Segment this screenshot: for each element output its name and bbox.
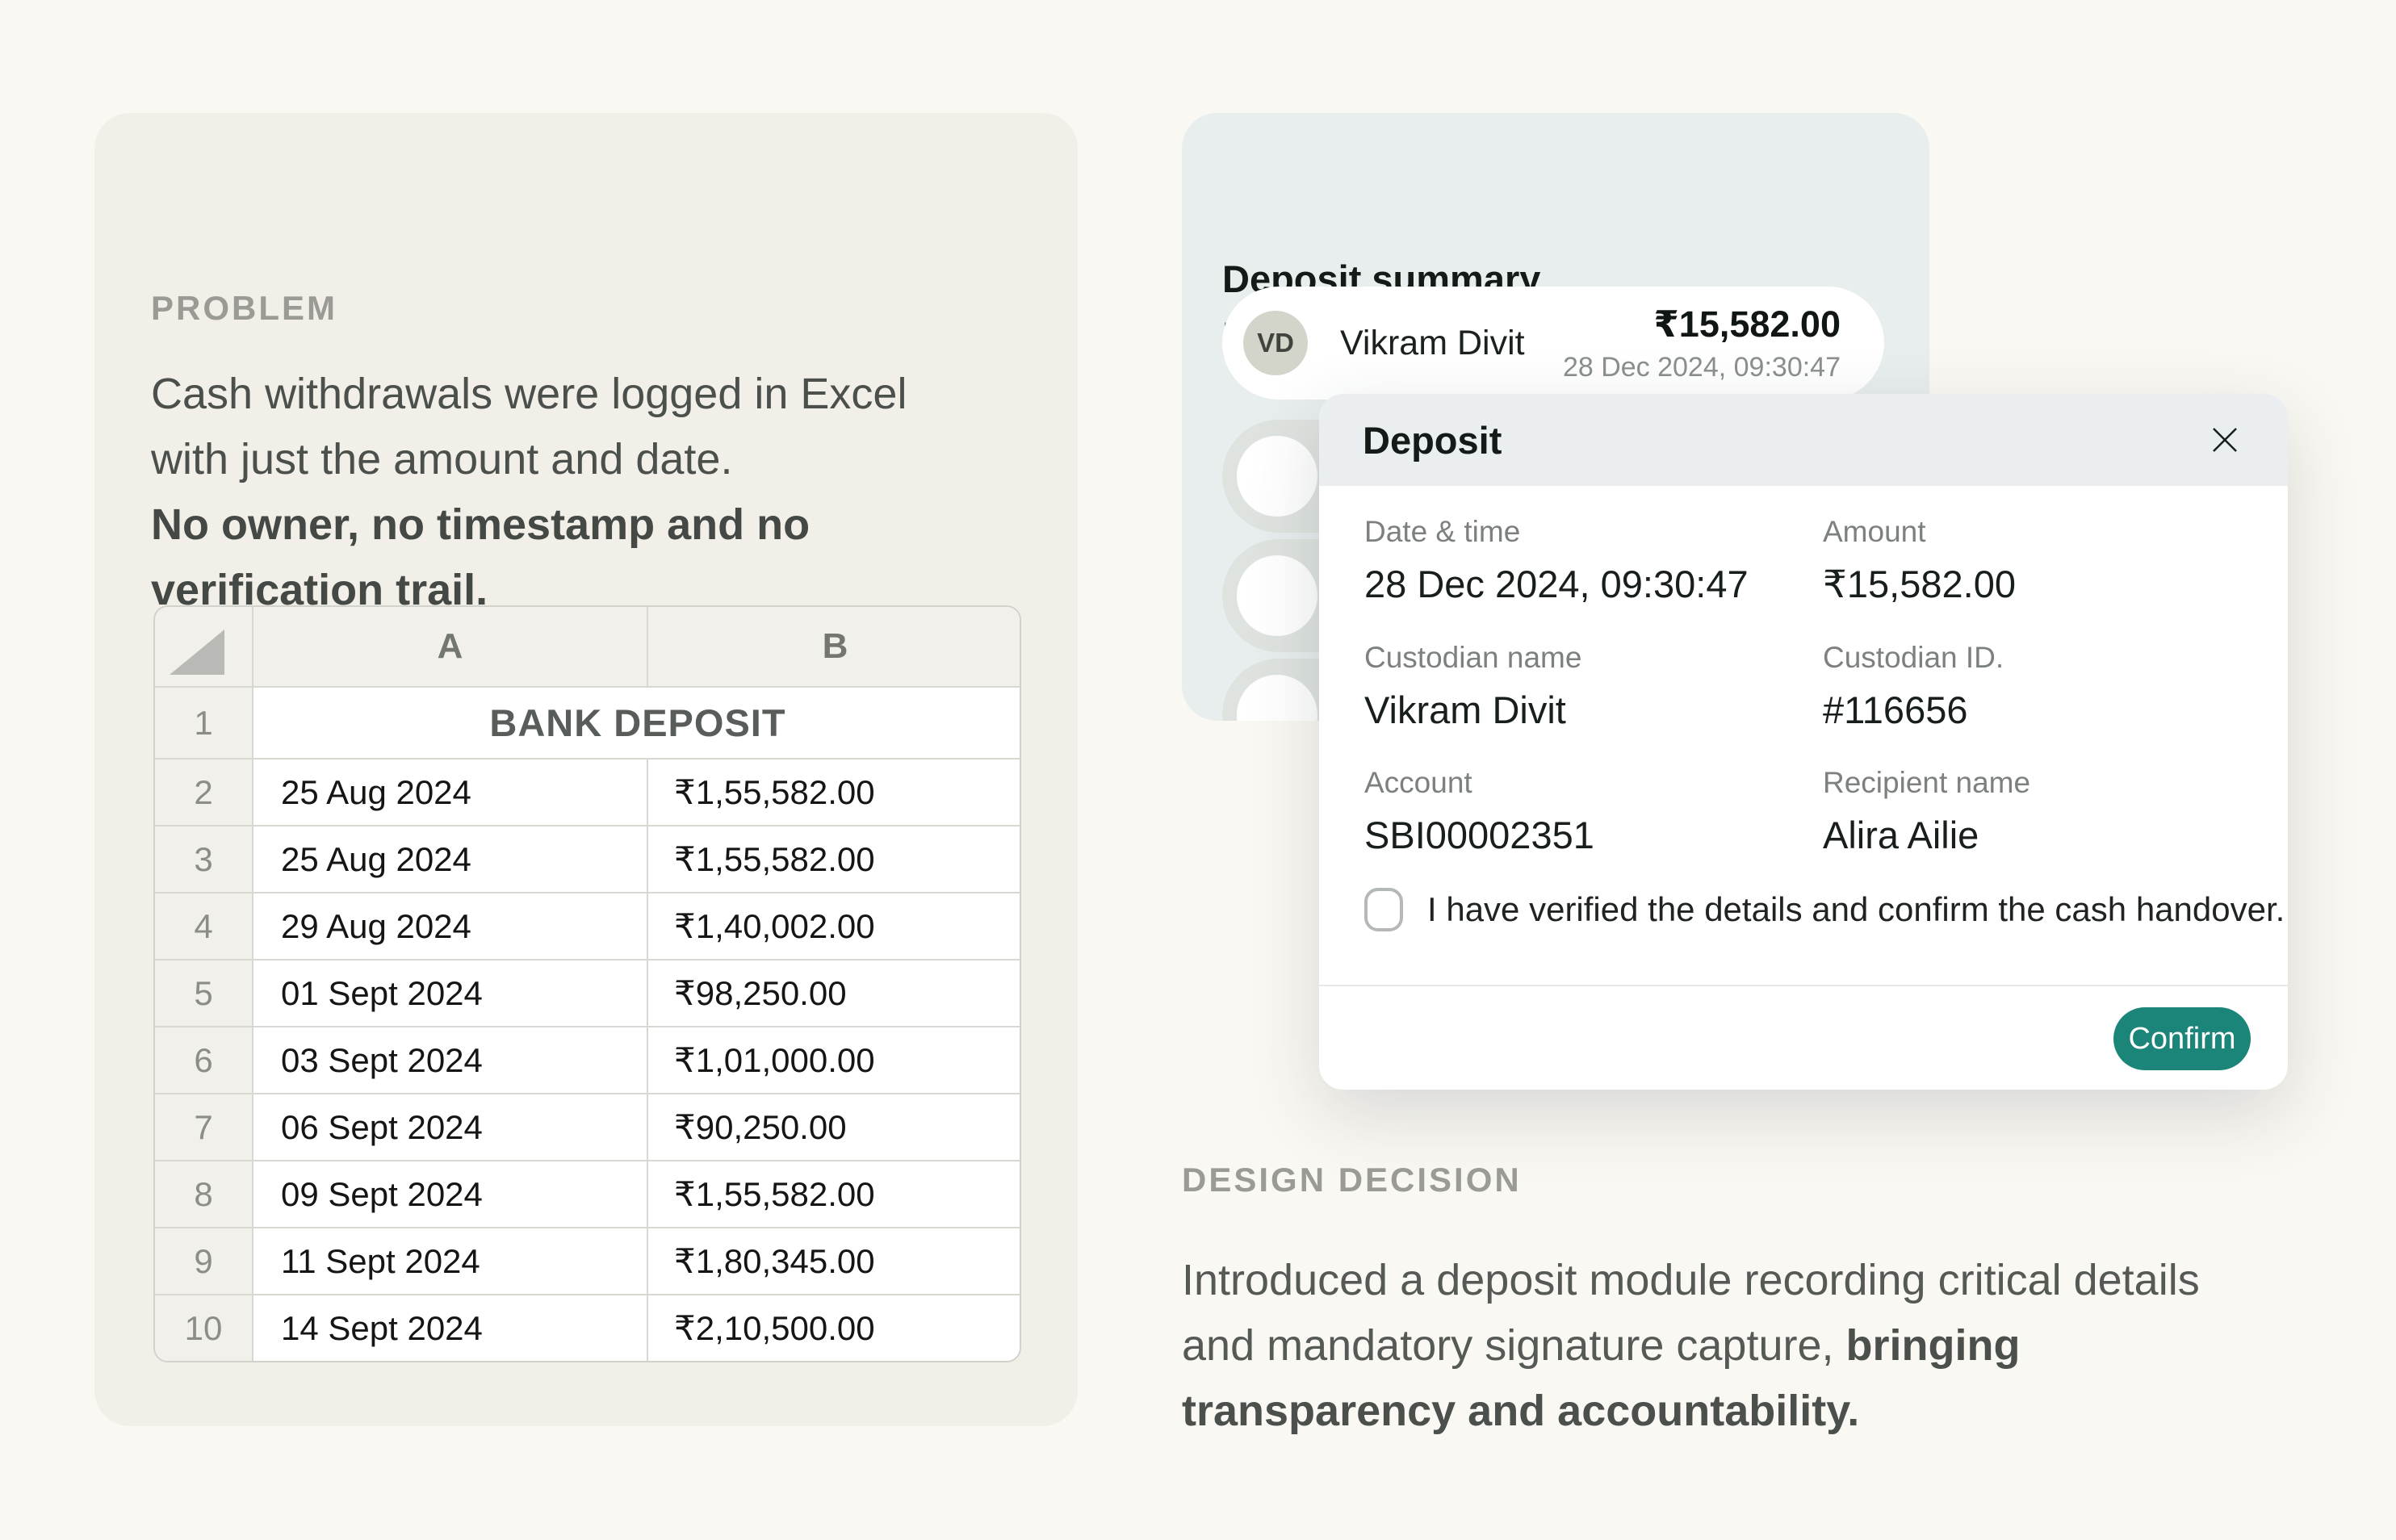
row-number: 3 bbox=[155, 825, 253, 892]
depositor-list-item[interactable]: VD Vikram Divit ₹15,582.00 28 Dec 2024, … bbox=[1222, 287, 1884, 400]
field-value: 28 Dec 2024, 09:30:47 bbox=[1364, 563, 1749, 605]
deposit-modal: Deposit Date & time 28 Dec 2024, 09:30:4… bbox=[1319, 394, 2288, 1090]
column-header-a: A bbox=[253, 607, 648, 686]
row-number: 7 bbox=[155, 1093, 253, 1160]
row-number: 9 bbox=[155, 1227, 253, 1294]
field-value: #116656 bbox=[1823, 688, 1968, 731]
modal-title: Deposit bbox=[1363, 418, 1502, 462]
field-account: Account SBI00002351 bbox=[1364, 766, 1823, 857]
field-value: Vikram Divit bbox=[1364, 688, 1566, 731]
problem-panel: PROBLEM Cash withdrawals were logged in … bbox=[94, 113, 1078, 1426]
verify-checkbox-row[interactable]: I have verified the details and confirm … bbox=[1364, 888, 2285, 931]
field-value: ₹15,582.00 bbox=[1823, 563, 2016, 605]
date-cell: 14 Sept 2024 bbox=[253, 1294, 648, 1361]
field-label: Account bbox=[1364, 766, 1472, 799]
design-text-regular: Introduced a deposit module recording cr… bbox=[1182, 1256, 2200, 1370]
date-cell: 29 Aug 2024 bbox=[253, 892, 648, 959]
amount-cell: ₹98,250.00 bbox=[648, 959, 1020, 1026]
design-text-bold: bringing transparency and accountability… bbox=[1182, 1321, 2021, 1435]
field-amount: Amount ₹15,582.00 bbox=[1823, 515, 2016, 607]
excel-spreadsheet: A B 1 BANK DEPOSIT 2 25 Aug 2024 ₹1,55,5… bbox=[153, 605, 1021, 1362]
confirm-button[interactable]: Confirm bbox=[2113, 1007, 2251, 1070]
date-cell: 25 Aug 2024 bbox=[253, 825, 648, 892]
date-cell: 25 Aug 2024 bbox=[253, 758, 648, 825]
row-number: 5 bbox=[155, 959, 253, 1026]
amount-cell: ₹90,250.00 bbox=[648, 1093, 1020, 1160]
field-value: SBI00002351 bbox=[1364, 814, 1594, 856]
problem-label: PROBLEM bbox=[151, 289, 337, 327]
amount-cell: ₹1,55,582.00 bbox=[648, 758, 1020, 825]
depositor-name: Vikram Divit bbox=[1340, 323, 1525, 362]
close-x-glyph bbox=[2213, 428, 2237, 452]
field-date-time: Date & time 28 Dec 2024, 09:30:47 bbox=[1364, 515, 1823, 607]
row-number: 2 bbox=[155, 758, 253, 825]
select-all-triangle-icon bbox=[170, 630, 224, 675]
problem-text-regular: Cash withdrawals were logged in Excel wi… bbox=[151, 370, 907, 483]
design-decision-section: DESIGN DECISION Introduced a deposit mod… bbox=[1182, 1161, 2256, 1444]
close-icon[interactable] bbox=[2205, 421, 2244, 459]
design-decision-paragraph: Introduced a deposit module recording cr… bbox=[1182, 1248, 2256, 1444]
date-cell: 03 Sept 2024 bbox=[253, 1026, 648, 1093]
field-custodian-name: Custodian name Vikram Divit bbox=[1364, 641, 1823, 732]
row-number: 6 bbox=[155, 1026, 253, 1093]
modal-header: Deposit bbox=[1319, 394, 2288, 486]
field-custodian-id: Custodian ID. #116656 bbox=[1823, 641, 2004, 732]
sheet-title-cell: BANK DEPOSIT bbox=[253, 686, 1020, 758]
field-label: Custodian name bbox=[1364, 641, 1582, 674]
amount-cell: ₹1,55,582.00 bbox=[648, 1160, 1020, 1227]
row-number: 8 bbox=[155, 1160, 253, 1227]
avatar: VD bbox=[1243, 311, 1308, 375]
modal-field-grid: Date & time 28 Dec 2024, 09:30:47 Amount… bbox=[1364, 515, 2244, 891]
sheet-corner-cell bbox=[155, 607, 253, 686]
avatar bbox=[1237, 436, 1317, 517]
problem-text-bold: No owner, no timestamp and no verificati… bbox=[151, 500, 811, 614]
field-label: Amount bbox=[1823, 515, 1926, 548]
amount-cell: ₹1,80,345.00 bbox=[648, 1227, 1020, 1294]
row-number: 1 bbox=[155, 686, 253, 758]
avatar bbox=[1237, 675, 1317, 721]
date-cell: 11 Sept 2024 bbox=[253, 1227, 648, 1294]
modal-footer: Confirm bbox=[1319, 985, 2288, 1090]
amount-cell: ₹1,40,002.00 bbox=[648, 892, 1020, 959]
amount-cell: ₹1,55,582.00 bbox=[648, 825, 1020, 892]
row-number: 4 bbox=[155, 892, 253, 959]
verify-checkbox-label: I have verified the details and confirm … bbox=[1427, 890, 2285, 928]
date-cell: 06 Sept 2024 bbox=[253, 1093, 648, 1160]
date-cell: 09 Sept 2024 bbox=[253, 1160, 648, 1227]
avatar bbox=[1237, 555, 1317, 636]
field-label: Recipient name bbox=[1823, 766, 2031, 799]
date-cell: 01 Sept 2024 bbox=[253, 959, 648, 1026]
deposit-datetime: 28 Dec 2024, 09:30:47 bbox=[1562, 352, 1841, 383]
amount-cell: ₹1,01,000.00 bbox=[648, 1026, 1020, 1093]
row-number: 10 bbox=[155, 1294, 253, 1361]
field-value: Alira Ailie bbox=[1823, 814, 1979, 856]
field-label: Date & time bbox=[1364, 515, 1521, 548]
verify-checkbox[interactable] bbox=[1364, 888, 1403, 931]
deposit-amount: ₹15,582.00 bbox=[1653, 303, 1841, 345]
column-header-b: B bbox=[648, 607, 1020, 686]
amount-cell: ₹2,10,500.00 bbox=[648, 1294, 1020, 1361]
field-recipient-name: Recipient name Alira Ailie bbox=[1823, 766, 2030, 857]
field-label: Custodian ID. bbox=[1823, 641, 2004, 674]
design-decision-label: DESIGN DECISION bbox=[1182, 1161, 1522, 1199]
problem-paragraph: Cash withdrawals were logged in Excel wi… bbox=[151, 362, 982, 623]
